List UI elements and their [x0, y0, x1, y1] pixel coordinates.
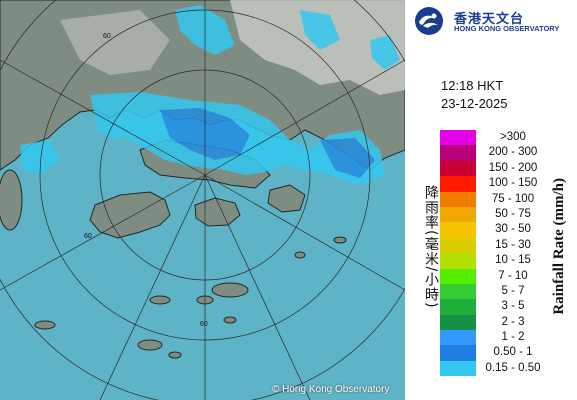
legend-swatch	[440, 345, 476, 361]
agency-name-en: HONG KONG OBSERVATORY	[454, 24, 560, 33]
legend-label: >300	[500, 131, 526, 143]
legend-swatch	[440, 299, 476, 315]
legend-swatch	[440, 253, 476, 269]
range-rings	[0, 0, 405, 400]
legend-row: 100 - 150	[440, 176, 575, 192]
legend-label: 5 - 7	[501, 284, 525, 297]
hko-logo-icon	[415, 7, 443, 35]
observation-time: 12:18 HKT	[441, 78, 504, 93]
legend-label: 15 - 30	[495, 238, 531, 251]
legend-swatch	[440, 206, 476, 223]
legend-swatch	[440, 330, 476, 346]
legend-label: 75 - 100	[491, 192, 535, 205]
legend-label: 150 - 200	[488, 161, 538, 174]
legend-title-en: Rainfall Rate (mm/h)	[551, 178, 567, 315]
legend-swatch	[440, 360, 476, 377]
legend-row: 0.15 - 0.50	[440, 360, 575, 377]
ring-labels: 60 60 60	[84, 33, 208, 328]
legend-label: 200 - 300	[488, 146, 538, 159]
legend-row: 5 - 7	[440, 283, 575, 300]
legend-row: 10 - 15	[440, 253, 575, 269]
island-east	[267, 184, 306, 213]
legend-label: 30 - 50	[495, 223, 531, 236]
legend-swatch	[440, 314, 476, 331]
ring-label: 60	[84, 233, 92, 240]
agency-name-cn: 香港天文台	[454, 12, 525, 27]
legend-row: 0.50 - 1	[440, 345, 575, 361]
legend-row: 30 - 50	[440, 222, 575, 238]
lantau-island	[89, 191, 171, 239]
legend-swatch	[440, 176, 476, 192]
legend-swatch	[440, 237, 476, 254]
legend-title-cn: 降雨率(毫米/小時)	[423, 185, 439, 309]
legend-panel: 香港天文台 HONG KONG OBSERVATORY 12:18 HKT 23…	[405, 0, 577, 400]
legend-swatch	[440, 268, 476, 284]
legend-label: 7 - 10	[498, 269, 528, 282]
legend-swatch	[440, 130, 476, 146]
legend-label: 10 - 15	[495, 254, 531, 267]
copyright-text: © Hong Kong Observatory	[272, 384, 390, 395]
observation-date: 23-12-2025	[441, 96, 508, 111]
legend-row: 1 - 2	[440, 330, 575, 346]
legend-label: 3 - 5	[501, 300, 525, 313]
legend-row: 200 - 300	[440, 145, 575, 161]
ring-label: 60	[103, 33, 111, 40]
legend-row: 2 - 3	[440, 314, 575, 331]
legend-swatch	[440, 222, 476, 238]
legend-row: >300	[440, 130, 575, 146]
hko-logo[interactable]: 香港天文台 HONG KONG OBSERVATORY	[411, 6, 576, 36]
radar-map[interactable]: 60 60 60 © Hong Kong Observatory	[0, 0, 405, 400]
legend-label: 0.50 - 1	[493, 346, 533, 359]
ring-label: 60	[200, 321, 208, 328]
legend-label: 0.15 - 0.50	[485, 361, 541, 374]
legend-swatch	[440, 160, 476, 177]
legend-label: 100 - 150	[488, 177, 538, 190]
radar-map-image: 60 60 60	[0, 0, 405, 400]
legend-row: 15 - 30	[440, 237, 575, 254]
rainfall-legend: >300 200 - 300 150 - 200 100 - 150 75 - 100 5…	[440, 130, 575, 377]
legend-swatch	[440, 145, 476, 161]
legend-label: 2 - 3	[501, 315, 525, 328]
legend-label: 1 - 2	[501, 331, 525, 344]
legend-row: 75 - 100	[440, 191, 575, 207]
legend-row: 3 - 5	[440, 299, 575, 315]
hk-island	[194, 197, 241, 227]
legend-row: 50 - 75	[440, 206, 575, 223]
legend-label: 50 - 75	[495, 207, 531, 220]
legend-swatch	[440, 191, 476, 207]
legend-swatch	[440, 283, 476, 300]
legend-row: 7 - 10	[440, 268, 575, 284]
legend-row: 150 - 200	[440, 160, 575, 177]
